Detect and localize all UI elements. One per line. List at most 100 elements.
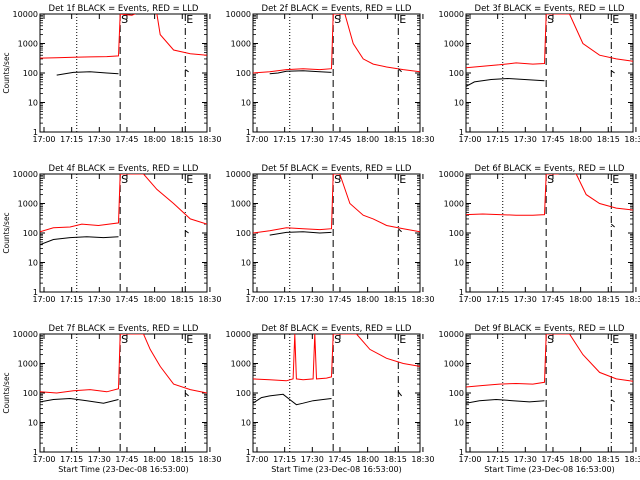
chart-panel-6: Det 6f BLACK = Events, RED = LLD 1 10 100 10… (439, 164, 640, 304)
y-tick-label: 1000 (18, 360, 38, 369)
y-tick-label: 10 (241, 259, 251, 268)
x-tick-label: 18:15 (384, 135, 407, 144)
chart-title: Det 4f BLACK = Events, RED = LLD (49, 164, 199, 174)
y-tick-label: 100 (23, 389, 38, 398)
x-tick-label: 17:15 (273, 295, 296, 304)
start-marker-label: S (334, 13, 341, 26)
x-tick-label: 18:30 (624, 295, 640, 304)
events-series-line-tail (185, 69, 189, 73)
x-tick-label: 17:45 (328, 135, 351, 144)
y-axis-label: Counts/sec (2, 212, 11, 253)
chart-title: Det 7f BLACK = Events, RED = LLD (49, 324, 199, 334)
y-tick-label: 100 (236, 69, 251, 78)
y-tick-label: 10000 (439, 10, 464, 19)
events-series-line (466, 398, 545, 404)
x-tick-label: 18:30 (624, 135, 640, 144)
x-tick-label: 18:30 (198, 295, 221, 304)
x-tick-label: 17:45 (115, 455, 138, 464)
x-tick-label: 18:00 (143, 455, 166, 464)
x-tick-label: 18:00 (356, 455, 379, 464)
chart-panel-4: Det 4f BLACK = Events, RED = LLD 1 10 100 10… (2, 164, 221, 304)
end-marker-label: E (612, 13, 619, 26)
chart-panel-3: Det 3f BLACK = Events, RED = LLD 1 10 100 10… (439, 4, 640, 144)
events-series-line (40, 236, 119, 246)
y-tick-label: 100 (449, 389, 464, 398)
x-tick-label: 18:00 (143, 295, 166, 304)
series-group (466, 174, 633, 228)
x-axis-label: Start Time (23-Dec-08 16:53:00) (484, 465, 615, 474)
plot-frame (465, 173, 634, 293)
events-series-line-tail (611, 399, 615, 403)
x-tick-label: 18:15 (384, 455, 407, 464)
y-tick-label: 1000 (231, 200, 251, 209)
events-series-line (269, 231, 332, 236)
x-tick-label: 17:45 (115, 135, 138, 144)
y-tick-label: 10000 (13, 10, 38, 19)
y-tick-label: 10 (28, 419, 38, 428)
y-tick-label: 100 (236, 229, 251, 238)
x-tick-label: 18:15 (171, 135, 194, 144)
x-tick-label: 18:00 (569, 455, 592, 464)
series-group (253, 14, 420, 75)
x-tick-label: 17:45 (541, 455, 564, 464)
x-tick-label: 17:15 (273, 455, 296, 464)
chart-title: Det 9f BLACK = Events, RED = LLD (475, 324, 625, 334)
events-series-line-tail (611, 70, 615, 74)
end-marker-label: E (186, 173, 193, 186)
series-group (40, 14, 207, 76)
plot-frame (39, 13, 208, 133)
x-tick-label: 17:30 (301, 135, 324, 144)
events-series-line-tail (397, 228, 402, 233)
plot-frame (39, 173, 208, 293)
x-tick-label: 18:15 (597, 455, 620, 464)
x-tick-label: 18:15 (597, 295, 620, 304)
y-tick-label: 10000 (439, 330, 464, 339)
x-axis-label: Start Time (23-Dec-08 16:53:00) (271, 465, 402, 474)
y-tick-label: 100 (23, 69, 38, 78)
events-series-line (466, 77, 545, 87)
lld-series-line (466, 334, 633, 388)
start-marker-label: S (334, 333, 341, 346)
x-tick-label: 17:00 (458, 135, 481, 144)
events-series-line-tail (397, 68, 402, 73)
y-tick-label: 10 (454, 259, 464, 268)
x-tick-label: 18:30 (198, 455, 221, 464)
plot-frame (465, 333, 634, 453)
x-tick-label: 17:00 (32, 135, 55, 144)
events-series-line-tail (184, 392, 189, 397)
chart-panel-2: Det 2f BLACK = Events, RED = LLD 1 10 100 10… (226, 4, 435, 144)
x-tick-label: 17:45 (328, 295, 351, 304)
x-tick-label: 18:15 (384, 295, 407, 304)
chart-panel-8: Det 8f BLACK = Events, RED = LLD 1 10 100 10… (226, 324, 435, 474)
x-tick-label: 17:15 (273, 135, 296, 144)
end-marker-label: E (399, 173, 406, 186)
x-tick-label: 17:30 (301, 455, 324, 464)
x-tick-label: 18:15 (171, 455, 194, 464)
x-tick-label: 17:15 (60, 455, 83, 464)
x-tick-label: 17:00 (32, 455, 55, 464)
plot-frame (39, 333, 208, 453)
x-tick-label: 18:30 (624, 455, 640, 464)
events-series-line-tail (610, 223, 615, 228)
x-tick-label: 18:15 (597, 135, 620, 144)
y-tick-label: 1000 (444, 40, 464, 49)
y-tick-label: 1 (33, 288, 38, 297)
events-series-line (253, 393, 332, 406)
x-tick-label: 17:15 (486, 135, 509, 144)
lld-series-line (253, 174, 420, 234)
x-tick-label: 17:00 (245, 455, 268, 464)
x-tick-label: 17:30 (88, 455, 111, 464)
lld-series-line (253, 14, 420, 74)
series-group (40, 334, 207, 404)
y-tick-label: 10 (454, 99, 464, 108)
series-group (40, 174, 207, 246)
start-marker-label: S (547, 173, 554, 186)
x-tick-label: 17:45 (541, 295, 564, 304)
series-group (466, 14, 633, 87)
start-marker-label: S (121, 173, 128, 186)
lld-series-line (40, 14, 207, 59)
y-tick-label: 100 (449, 229, 464, 238)
y-axis-label: Counts/sec (2, 52, 11, 93)
y-tick-label: 1000 (18, 40, 38, 49)
